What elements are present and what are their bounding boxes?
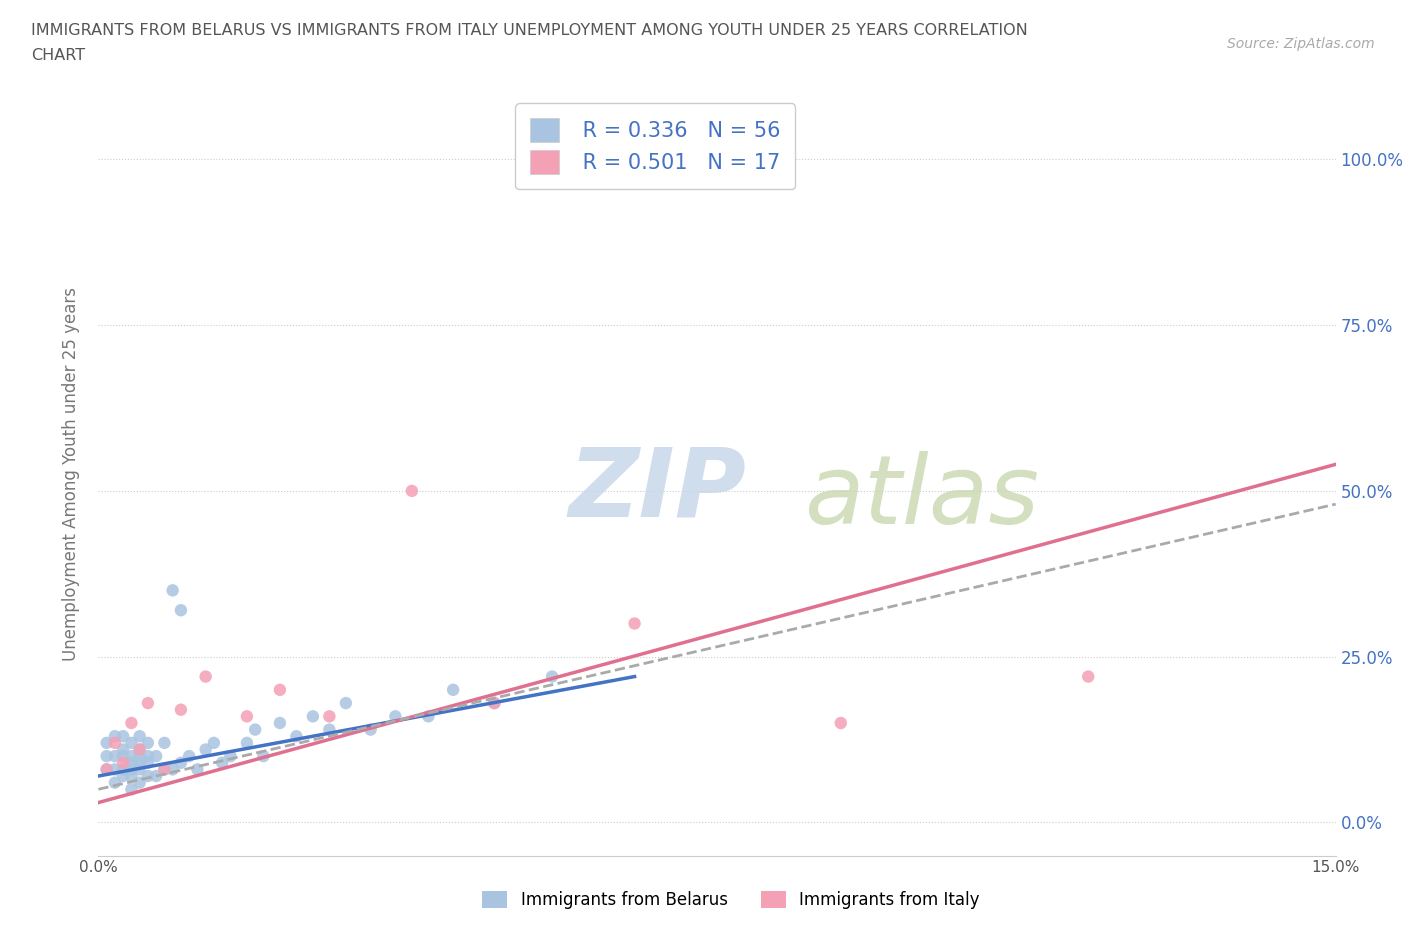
Point xyxy=(112,729,135,744)
Point xyxy=(194,742,217,757)
Legend:  R = 0.336   N = 56,  R = 0.501   N = 17: R = 0.336 N = 56, R = 0.501 N = 17 xyxy=(516,103,794,189)
Point xyxy=(162,583,184,598)
Point xyxy=(170,755,193,770)
Point xyxy=(484,696,506,711)
Point xyxy=(194,669,217,684)
Point xyxy=(541,669,564,684)
Point xyxy=(236,709,259,724)
Point xyxy=(360,723,382,737)
Point xyxy=(136,749,159,764)
Point xyxy=(112,768,135,783)
Point xyxy=(384,709,406,724)
Y-axis label: Unemployment Among Youth under 25 years: Unemployment Among Youth under 25 years xyxy=(62,287,80,661)
Point xyxy=(830,715,852,730)
Text: atlas: atlas xyxy=(804,451,1039,544)
Point xyxy=(136,696,159,711)
Point xyxy=(318,723,340,737)
Point xyxy=(120,782,142,797)
Point xyxy=(153,762,176,777)
Legend: Immigrants from Belarus, Immigrants from Italy: Immigrants from Belarus, Immigrants from… xyxy=(474,883,988,917)
Point xyxy=(128,762,150,777)
Text: ZIP: ZIP xyxy=(568,443,747,536)
Point xyxy=(162,762,184,777)
Point xyxy=(1077,669,1099,684)
Point xyxy=(202,736,225,751)
Point xyxy=(145,749,167,764)
Point xyxy=(112,749,135,764)
Point xyxy=(623,616,645,631)
Point xyxy=(104,776,127,790)
Point xyxy=(170,702,193,717)
Point xyxy=(104,729,127,744)
Point xyxy=(120,736,142,751)
Point xyxy=(211,755,233,770)
Text: CHART: CHART xyxy=(31,48,84,63)
Point xyxy=(484,696,506,711)
Point xyxy=(128,776,150,790)
Point xyxy=(128,729,150,744)
Point xyxy=(96,736,118,751)
Point xyxy=(136,768,159,783)
Point xyxy=(186,762,208,777)
Point xyxy=(120,762,142,777)
Point xyxy=(136,755,159,770)
Point xyxy=(136,736,159,751)
Point xyxy=(120,755,142,770)
Point xyxy=(96,762,118,777)
Point xyxy=(104,749,127,764)
Point xyxy=(120,715,142,730)
Point xyxy=(96,762,118,777)
Point xyxy=(318,709,340,724)
Point xyxy=(252,749,274,764)
Point xyxy=(243,723,266,737)
Point xyxy=(112,742,135,757)
Point xyxy=(153,736,176,751)
Point xyxy=(236,736,259,751)
Point xyxy=(128,742,150,757)
Point xyxy=(623,172,645,187)
Point xyxy=(120,768,142,783)
Point xyxy=(441,683,464,698)
Point xyxy=(112,762,135,777)
Point xyxy=(335,696,357,711)
Point xyxy=(179,749,201,764)
Point xyxy=(401,484,423,498)
Point xyxy=(128,742,150,757)
Point xyxy=(302,709,325,724)
Point xyxy=(112,755,135,770)
Point xyxy=(285,729,308,744)
Point xyxy=(418,709,440,724)
Text: Source: ZipAtlas.com: Source: ZipAtlas.com xyxy=(1227,37,1375,51)
Point xyxy=(96,749,118,764)
Point xyxy=(128,749,150,764)
Point xyxy=(153,762,176,777)
Point xyxy=(128,755,150,770)
Point xyxy=(145,768,167,783)
Point xyxy=(170,603,193,618)
Point xyxy=(219,749,242,764)
Text: IMMIGRANTS FROM BELARUS VS IMMIGRANTS FROM ITALY UNEMPLOYMENT AMONG YOUTH UNDER : IMMIGRANTS FROM BELARUS VS IMMIGRANTS FR… xyxy=(31,23,1028,38)
Point xyxy=(104,736,127,751)
Point xyxy=(269,683,291,698)
Point xyxy=(120,749,142,764)
Point xyxy=(104,762,127,777)
Point xyxy=(269,715,291,730)
